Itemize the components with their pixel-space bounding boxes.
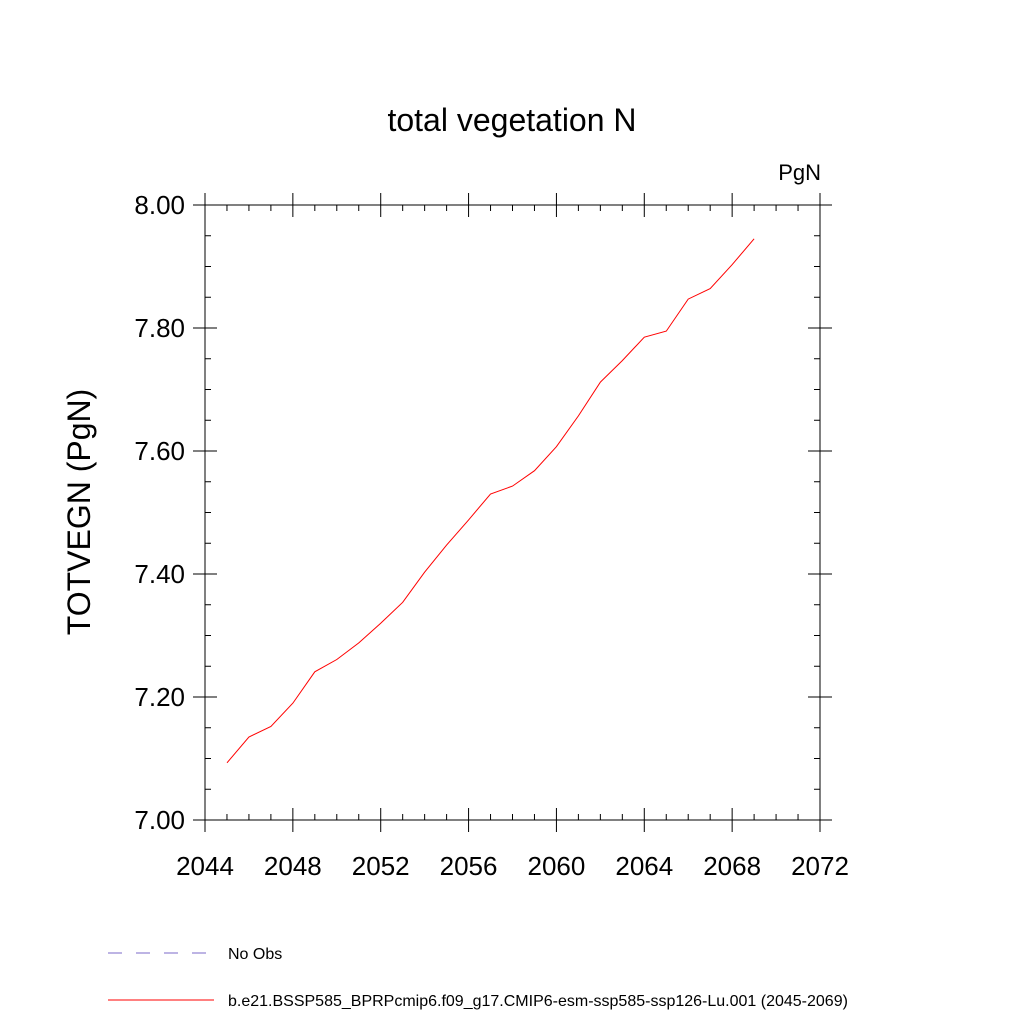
y-tick-label: 7.80 [134, 313, 185, 343]
y-tick-label: 8.00 [134, 190, 185, 220]
y-tick-label: 7.00 [134, 805, 185, 835]
x-tick-label: 2048 [264, 851, 322, 881]
series-line-0 [226, 238, 755, 764]
units-label: PgN [778, 160, 821, 185]
y-tick-label: 7.20 [134, 682, 185, 712]
y-tick-label: 7.40 [134, 559, 185, 589]
x-tick-label: 2044 [176, 851, 234, 881]
y-axis-label: TOTVEGN (PgN) [61, 389, 97, 636]
x-tick-label: 2052 [352, 851, 410, 881]
x-tick-label: 2068 [703, 851, 761, 881]
chart-title: total vegetation N [387, 102, 636, 138]
y-tick-label: 7.60 [134, 436, 185, 466]
legend-label-series: b.e21.BSSP585_BPRPcmip6.f09_g17.CMIP6-es… [228, 993, 848, 1010]
plot-frame [204, 204, 821, 821]
axis-tick-labels: 2044 2048 2052 2056 2060 2064 2068 2072 7.00 7.20… [134, 190, 849, 881]
axis-ticks [193, 193, 832, 832]
x-tick-label: 2064 [615, 851, 673, 881]
series-group [226, 238, 755, 764]
x-tick-label: 2060 [528, 851, 586, 881]
x-tick-label: 2072 [791, 851, 849, 881]
legend: No Obs b.e21.BSSP585_BPRPcmip6.f09_g17.C… [108, 946, 848, 1010]
x-tick-label: 2056 [440, 851, 498, 881]
legend-label-no-obs: No Obs [228, 946, 282, 963]
